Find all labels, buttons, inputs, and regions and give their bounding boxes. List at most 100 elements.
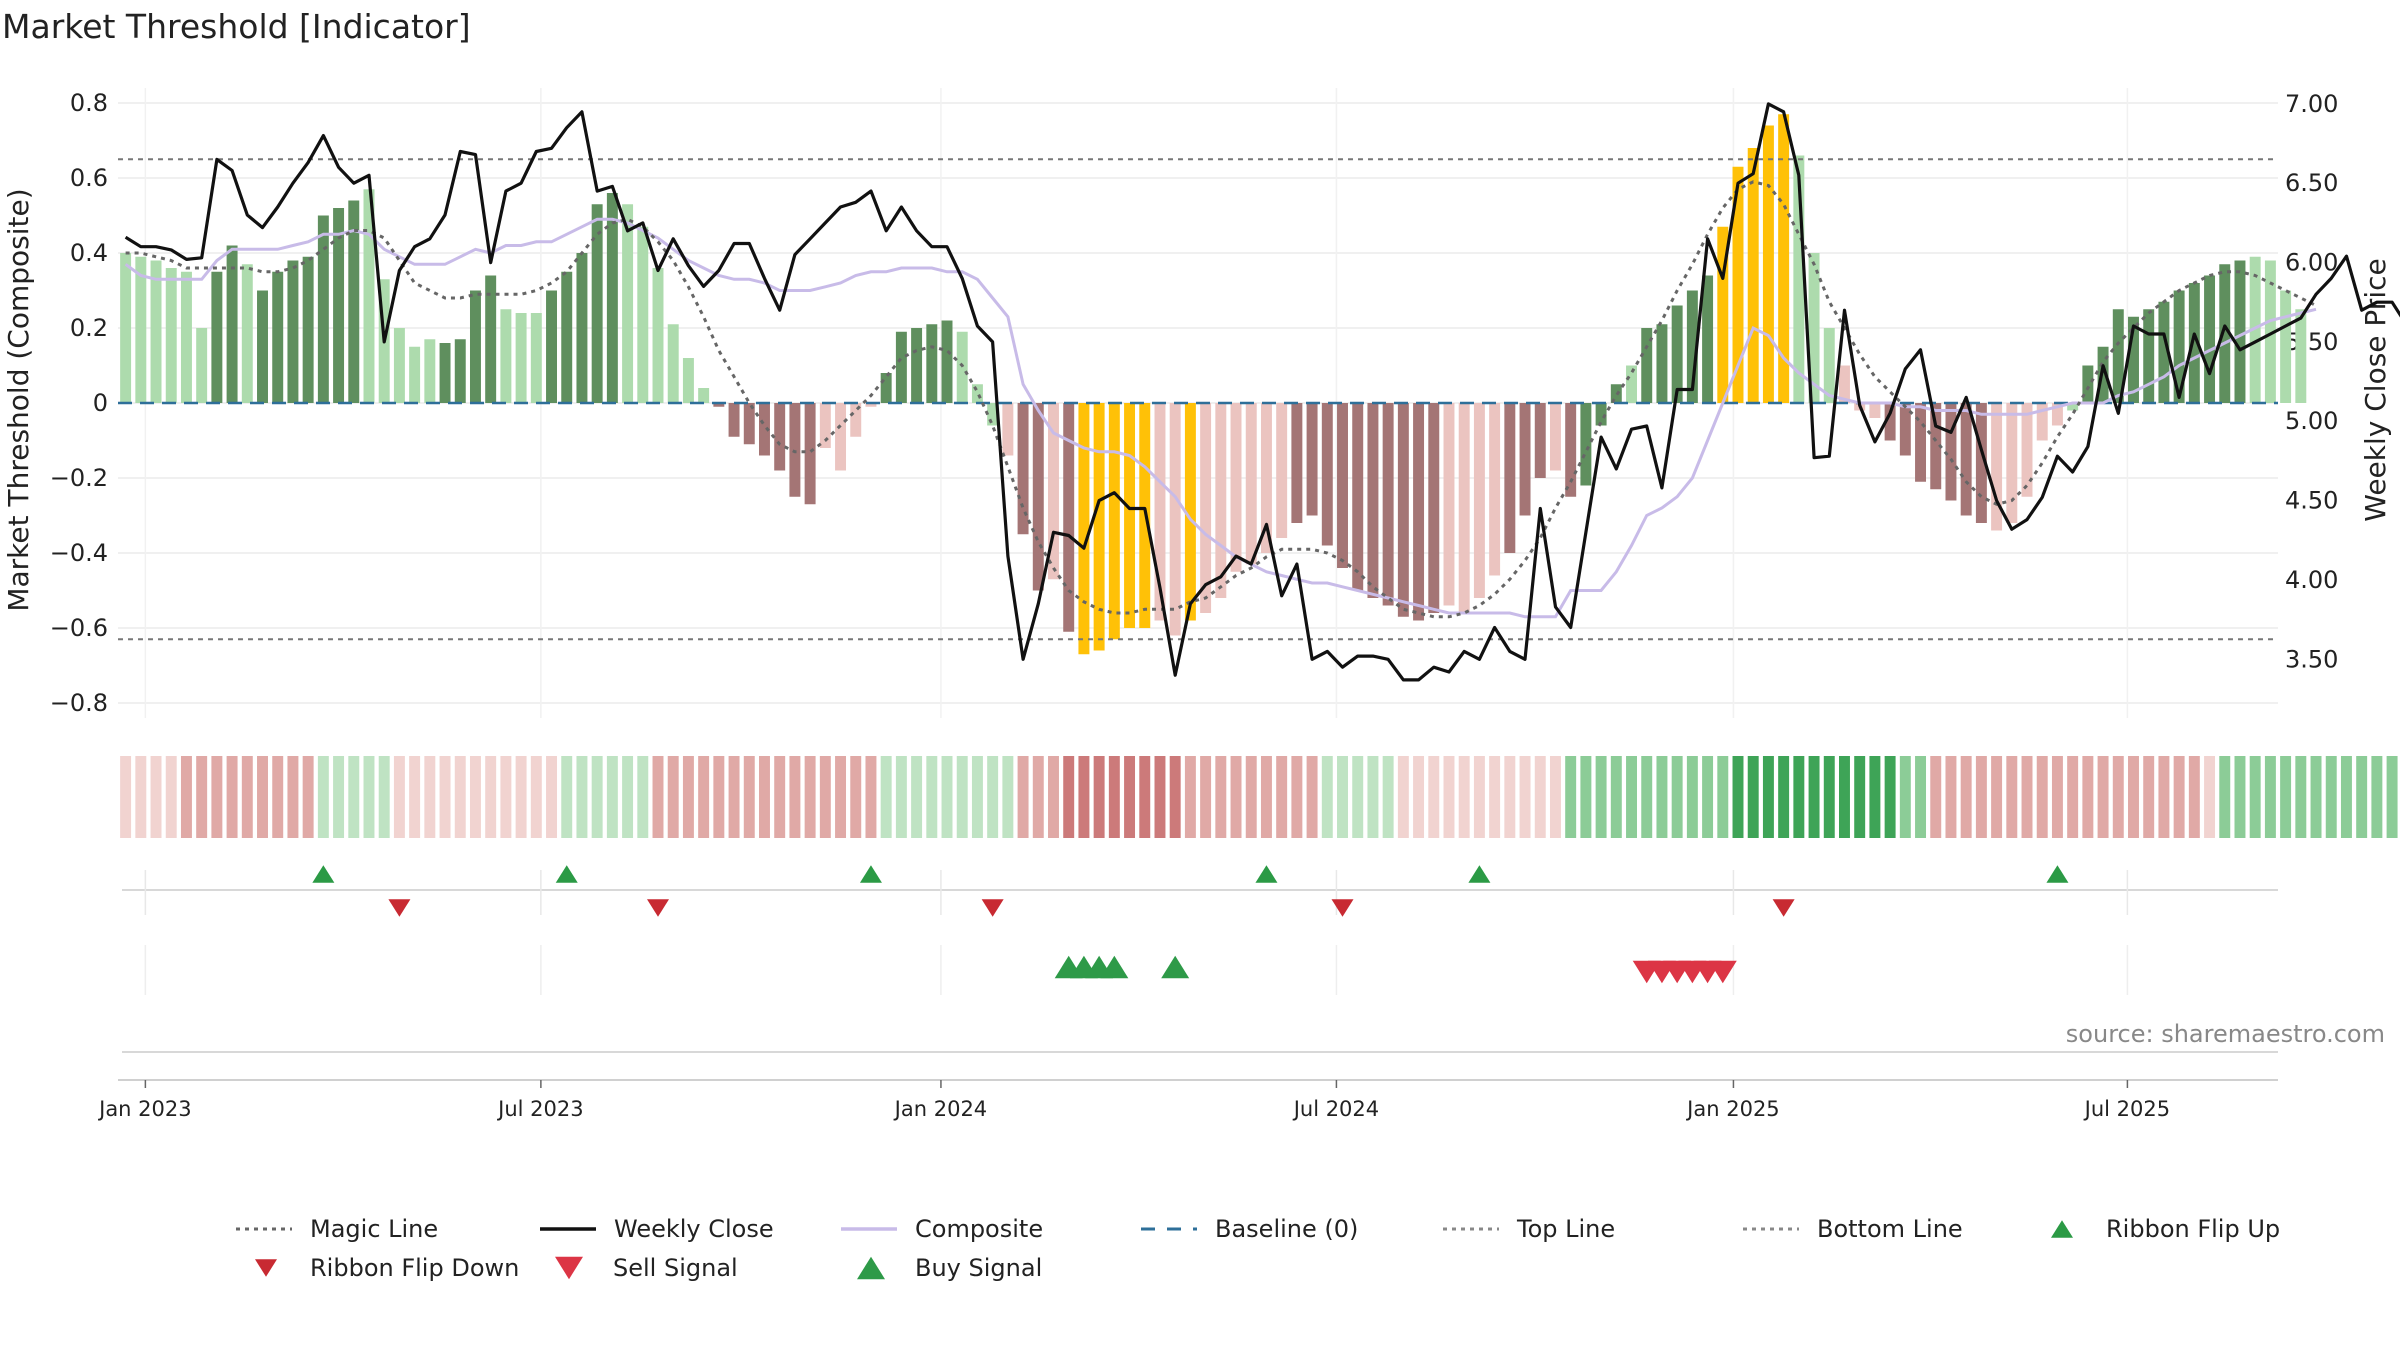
ribbon-cell xyxy=(2295,756,2307,838)
ribbon-cell xyxy=(1048,756,1059,838)
ribbon-cell xyxy=(1382,756,1394,838)
composite-bar xyxy=(1108,403,1120,640)
composite-bar xyxy=(1276,403,1288,538)
composite-bar xyxy=(728,403,740,437)
ribbon-cell xyxy=(378,756,390,838)
composite-bar xyxy=(576,253,588,403)
composite-bar xyxy=(135,256,147,403)
ribbon-cell xyxy=(1078,756,1090,838)
ribbon-cell xyxy=(895,756,907,838)
ribbon-cell xyxy=(1975,756,1987,838)
ribbon-cell xyxy=(1306,756,1318,838)
ribbon-cell xyxy=(424,756,436,838)
composite-bar xyxy=(591,204,603,403)
composite-bar xyxy=(880,373,892,403)
ribbon-cell xyxy=(850,756,862,838)
ribbon-cell xyxy=(120,756,132,838)
composite-bar xyxy=(2280,290,2292,403)
composite-bar xyxy=(1565,403,1577,497)
ribbon-cell xyxy=(287,756,299,838)
ribbon-cell xyxy=(2128,756,2139,838)
ribbon-cell xyxy=(1093,756,1105,838)
ribbon-cell xyxy=(500,756,512,838)
ribbon-cell xyxy=(2325,756,2337,838)
ribbon-flip-down-marker xyxy=(1331,899,1354,917)
legend-ribbon-flip-down-label: Ribbon Flip Down xyxy=(310,1254,519,1282)
ribbon-cell xyxy=(2143,756,2155,838)
composite-bar xyxy=(1839,365,1850,403)
composite-bar xyxy=(1991,403,2003,531)
composite-bar xyxy=(196,328,208,403)
composite-bar xyxy=(1002,403,1014,456)
composite-bar xyxy=(1945,403,1957,501)
composite-bar xyxy=(1534,403,1546,478)
composite-bar xyxy=(652,268,664,403)
buy-signal-marker xyxy=(1100,955,1129,979)
composite-bars xyxy=(120,114,2307,655)
ribbon-cell xyxy=(1260,756,1272,838)
ribbon-cell xyxy=(469,756,481,838)
ribbon-cell xyxy=(1002,756,1014,838)
legend-bottom-line-label: Bottom Line xyxy=(1817,1215,1963,1243)
legend-sell-signal-icon xyxy=(555,1256,583,1280)
ribbon-cell xyxy=(1473,756,1485,838)
composite-bar xyxy=(211,271,223,403)
composite-bar xyxy=(1337,403,1348,568)
composite-bar xyxy=(835,403,847,471)
ribbon-cell xyxy=(1321,756,1333,838)
composite-bar xyxy=(1169,403,1181,636)
ribbon-cell xyxy=(2067,756,2079,838)
ribbon-cell xyxy=(1823,756,1835,838)
x-tick-label: Jan 2023 xyxy=(97,1097,192,1121)
ribbon-cell xyxy=(819,756,831,838)
composite-bar xyxy=(1732,166,1744,403)
legend-composite-label: Composite xyxy=(915,1215,1043,1243)
magic-line xyxy=(125,180,2317,619)
composite-bar xyxy=(317,215,329,403)
ribbon-cell xyxy=(1108,756,1120,838)
ribbon-cell xyxy=(1397,756,1409,838)
composite-bar xyxy=(1382,403,1394,606)
ribbon-cell xyxy=(1930,756,1942,838)
ribbon-cell xyxy=(713,756,725,838)
composite-bar xyxy=(1367,403,1379,598)
ribbon-cell xyxy=(606,756,618,838)
ribbon-cell xyxy=(1702,756,1714,838)
composite-bar xyxy=(804,403,816,505)
ribbon-flip-down-marker xyxy=(388,899,411,917)
composite-bar xyxy=(1626,365,1637,403)
ribbon-cell xyxy=(165,756,177,838)
ribbon-cell xyxy=(2006,756,2018,838)
ribbon-cell xyxy=(2021,756,2033,838)
ribbon-cell xyxy=(317,756,329,838)
ribbon-cell xyxy=(1671,756,1683,838)
legend-buy-signal-label: Buy Signal xyxy=(915,1254,1042,1282)
ribbon-cell xyxy=(226,756,238,838)
ribbon-cell xyxy=(835,756,847,838)
composite-bar xyxy=(1063,403,1075,632)
composite-bar xyxy=(850,403,862,437)
composite-bar xyxy=(1504,403,1516,553)
left-y-ticks: 0.8 0.6 0.4 0.2 0 −0.2 −0.4 −0.6 −0.8 xyxy=(50,89,108,717)
ribbon-flip-up-marker xyxy=(1255,865,1278,883)
composite-bar xyxy=(1306,403,1318,516)
ribbon-cell xyxy=(1032,756,1044,838)
ribbon-cell xyxy=(667,756,679,838)
ribbon-flip-up-marker xyxy=(555,865,578,883)
ribbon-cell xyxy=(2386,756,2398,838)
x-axis-ticks: Jan 2023 Jul 2023 Jan 2024 Jul 2024 Jan 2025… xyxy=(97,1080,2170,1121)
composite-bar xyxy=(2112,309,2124,403)
legend: Magic Line Weekly Close Composite Baseline … xyxy=(236,1215,2280,1282)
ribbon-cell xyxy=(804,756,816,838)
ribbon-cell xyxy=(2264,756,2276,838)
composite-bar xyxy=(698,388,710,403)
ribbon-cell xyxy=(150,756,162,838)
ribbon-cell xyxy=(941,756,953,838)
source-note: source: sharemaestro.com xyxy=(2066,1020,2385,1048)
ribbon-cell xyxy=(1139,756,1151,838)
ribbon-cell xyxy=(1580,756,1592,838)
composite-bar xyxy=(1793,155,1805,403)
composite-bar xyxy=(789,403,801,497)
right-y-tick-label: 4.50 xyxy=(2285,487,2338,515)
composite-bar xyxy=(241,264,253,403)
